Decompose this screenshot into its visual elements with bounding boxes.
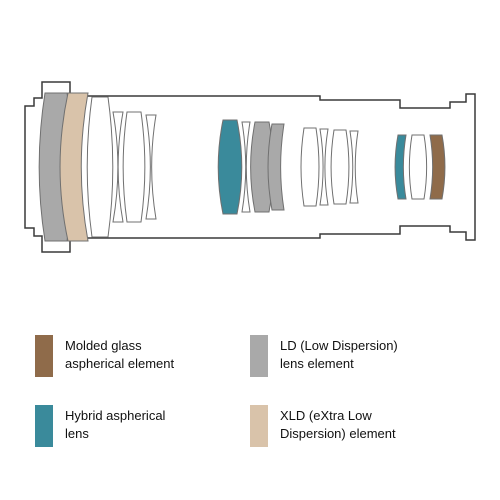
lens-element bbox=[113, 112, 123, 222]
lens-element bbox=[409, 135, 426, 199]
lens-element bbox=[218, 120, 242, 214]
lens-element bbox=[268, 124, 284, 210]
lens-element bbox=[242, 122, 250, 212]
legend-item: XLD (eXtra LowDispersion) element bbox=[250, 405, 465, 447]
legend-swatch bbox=[35, 405, 53, 447]
legend-item: LD (Low Dispersion)lens element bbox=[250, 335, 465, 377]
barrel-outline bbox=[20, 40, 480, 290]
lens-element bbox=[331, 130, 349, 204]
lens-element bbox=[60, 93, 88, 241]
lens-element bbox=[430, 135, 445, 199]
lens-element bbox=[146, 115, 156, 219]
legend-label: LD (Low Dispersion)lens element bbox=[280, 335, 398, 372]
legend-swatch bbox=[35, 335, 53, 377]
lens-element bbox=[320, 129, 328, 205]
lens-element bbox=[395, 135, 406, 199]
legend: Molded glassaspherical element LD (Low Di… bbox=[35, 335, 465, 475]
lens-element bbox=[301, 128, 319, 206]
lens-element bbox=[350, 131, 358, 203]
legend-swatch bbox=[250, 335, 268, 377]
legend-label: Molded glassaspherical element bbox=[65, 335, 174, 372]
legend-item: Molded glassaspherical element bbox=[35, 335, 250, 377]
legend-label: Hybrid asphericallens bbox=[65, 405, 165, 442]
legend-item: Hybrid asphericallens bbox=[35, 405, 250, 447]
legend-label: XLD (eXtra LowDispersion) element bbox=[280, 405, 396, 442]
lens-diagram bbox=[20, 40, 480, 290]
lens-element bbox=[87, 97, 113, 237]
legend-swatch bbox=[250, 405, 268, 447]
lens-element bbox=[123, 112, 145, 222]
